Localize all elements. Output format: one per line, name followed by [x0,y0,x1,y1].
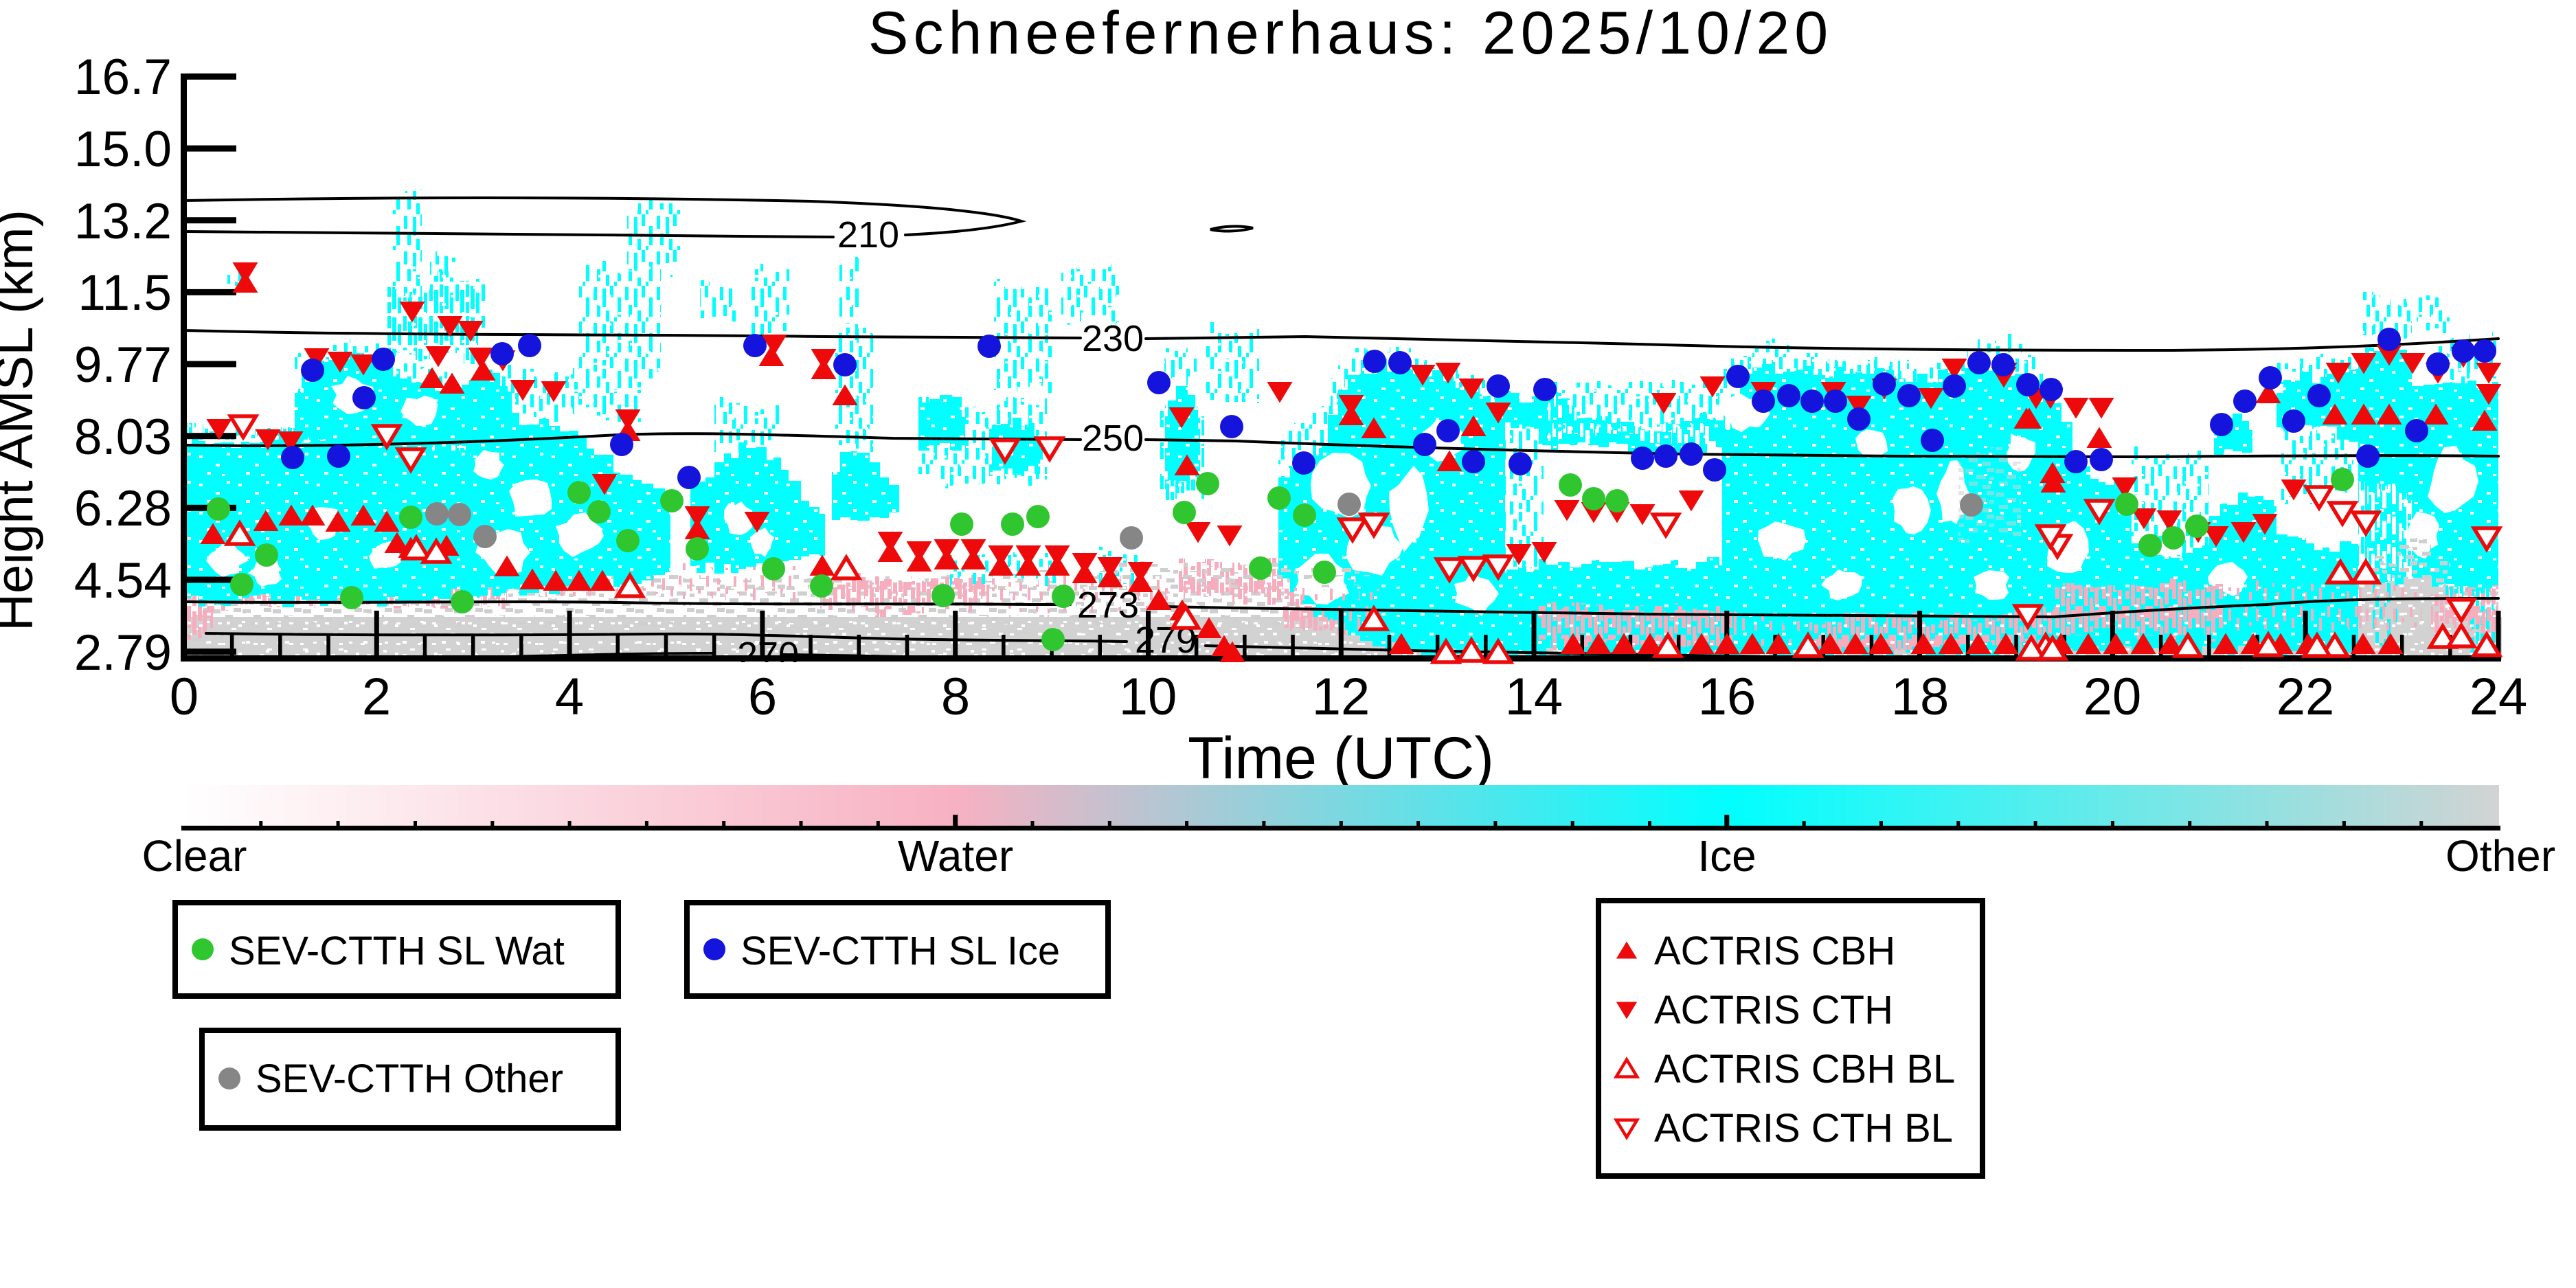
svg-text:16.7: 16.7 [74,49,172,105]
svg-text:16: 16 [1698,668,1756,726]
svg-text:14: 14 [1505,668,1563,726]
svg-text:20: 20 [2083,668,2142,726]
svg-text:10: 10 [1119,668,1177,726]
svg-text:210: 210 [837,214,899,256]
svg-text:Water: Water [898,831,1013,881]
svg-text:8: 8 [941,668,970,726]
svg-text:0: 0 [170,668,199,726]
svg-text:24: 24 [2470,668,2528,726]
svg-text:22: 22 [2276,668,2335,726]
svg-text:Clear: Clear [142,831,247,881]
svg-text:9.77: 9.77 [74,337,172,393]
svg-text:ACTRIS CTH BL: ACTRIS CTH BL [1654,1106,1953,1151]
svg-text:250: 250 [1082,418,1144,459]
svg-text:6.28: 6.28 [74,481,172,536]
svg-text:8.03: 8.03 [74,409,172,465]
svg-text:Height AMSL (km): Height AMSL (km) [0,210,44,631]
svg-text:ACTRIS CBH BL: ACTRIS CBH BL [1654,1047,1955,1092]
svg-text:SEV-CTTH Other: SEV-CTTH Other [256,1057,563,1101]
svg-text:ACTRIS CBH: ACTRIS CBH [1654,929,1895,973]
svg-text:13.2: 13.2 [74,194,172,249]
svg-text:Time (UTC): Time (UTC) [1188,725,1494,791]
svg-text:SEV-CTTH SL Wat: SEV-CTTH SL Wat [229,929,565,973]
svg-text:Ice: Ice [1697,831,1756,881]
svg-text:230: 230 [1082,318,1144,359]
svg-text:Other: Other [2445,831,2555,881]
svg-text:4.54: 4.54 [74,553,172,609]
svg-text:ACTRIS CTH: ACTRIS CTH [1654,988,1893,1032]
svg-text:11.5: 11.5 [78,265,172,321]
svg-text:Schneefernerhaus: 2025/10/20: Schneefernerhaus: 2025/10/20 [868,0,1833,67]
svg-text:4: 4 [555,668,584,726]
svg-text:6: 6 [748,668,777,726]
svg-text:18: 18 [1891,668,1950,726]
svg-text:2.79: 2.79 [74,625,172,681]
svg-text:2: 2 [362,668,391,726]
svg-text:SEV-CTTH SL Ice: SEV-CTTH SL Ice [741,929,1060,973]
svg-text:15.0: 15.0 [74,122,172,177]
svg-text:12: 12 [1312,668,1370,726]
